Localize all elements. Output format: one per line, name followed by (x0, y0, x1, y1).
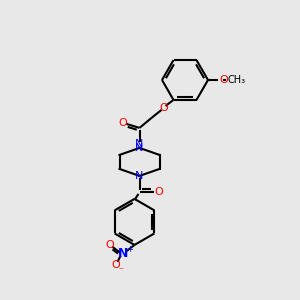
Text: N: N (135, 143, 144, 153)
Text: +: + (126, 245, 133, 254)
Text: O: O (154, 187, 163, 197)
Text: CH₃: CH₃ (228, 75, 246, 85)
Text: ⁻: ⁻ (118, 266, 123, 276)
Text: O: O (159, 103, 168, 113)
Text: O: O (118, 118, 127, 128)
Text: O: O (219, 75, 228, 85)
Text: O: O (105, 240, 114, 250)
Text: N: N (135, 171, 144, 181)
Text: N: N (135, 139, 144, 149)
Text: N: N (118, 248, 129, 260)
Text: O: O (111, 260, 120, 270)
